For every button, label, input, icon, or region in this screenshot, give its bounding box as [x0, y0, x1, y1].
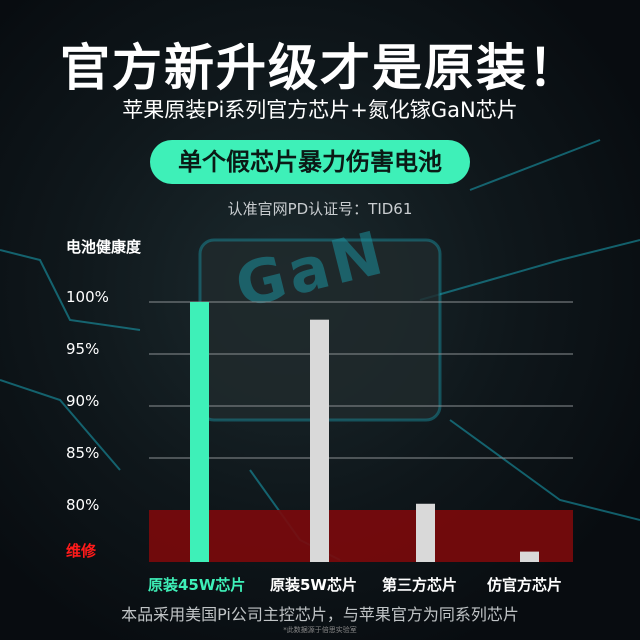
- y-tick-label: 100%: [66, 288, 109, 306]
- footer-note: 本品采用美国Pi公司主控芯片，与苹果官方为同系列芯片: [121, 605, 519, 624]
- warning-badge: 单个假芯片暴力伤害电池: [150, 140, 470, 184]
- repair-zone: [149, 510, 573, 562]
- x-category-label: 仿官方芯片: [487, 576, 563, 594]
- bar-4: [520, 551, 539, 562]
- data-source: *此数据源于倍思实验室: [283, 626, 357, 634]
- bar-2: [310, 319, 329, 562]
- page-title: 官方新升级才是原装！: [60, 39, 580, 97]
- x-category-label: 原装5W芯片: [270, 576, 357, 594]
- certification-number: 认准官网PD认证号：TID61: [227, 200, 413, 218]
- x-category-label: 第三方芯片: [382, 576, 458, 594]
- y-axis-label: 电池健康度: [66, 238, 142, 256]
- x-category-label: 原装45W芯片: [148, 576, 246, 594]
- bar-1: [190, 302, 209, 562]
- y-tick-label: 95%: [66, 340, 100, 358]
- bar-3: [416, 503, 435, 562]
- subtitle: 苹果原装Pi系列官方芯片+氮化镓GaN芯片: [122, 98, 518, 122]
- y-tick-label: 80%: [66, 496, 100, 514]
- y-tick-label: 90%: [66, 392, 100, 410]
- y-tick-label: 85%: [66, 444, 100, 462]
- y-tick-label: 维修: [66, 542, 97, 560]
